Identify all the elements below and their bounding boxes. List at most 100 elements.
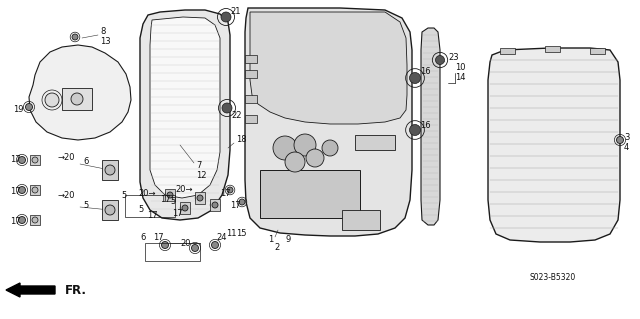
- Text: 3: 3: [624, 133, 629, 143]
- Text: 6: 6: [140, 234, 145, 242]
- Circle shape: [105, 205, 115, 215]
- Circle shape: [182, 205, 188, 211]
- Text: 5: 5: [83, 201, 88, 210]
- Polygon shape: [488, 48, 620, 242]
- Text: →20: →20: [58, 190, 76, 199]
- Circle shape: [19, 187, 26, 194]
- Circle shape: [222, 103, 232, 113]
- Text: 1: 1: [268, 235, 273, 244]
- Bar: [30, 215, 40, 225]
- Polygon shape: [421, 28, 440, 225]
- Circle shape: [167, 192, 173, 198]
- Circle shape: [410, 72, 420, 84]
- Text: 8: 8: [100, 27, 106, 36]
- Bar: [102, 160, 118, 180]
- Text: 15: 15: [236, 228, 246, 238]
- Circle shape: [306, 149, 324, 167]
- Text: 21: 21: [230, 8, 241, 17]
- Circle shape: [239, 199, 245, 205]
- Bar: [165, 189, 175, 201]
- Bar: [210, 199, 220, 211]
- Circle shape: [32, 157, 38, 163]
- Text: 17: 17: [10, 218, 20, 226]
- Bar: [30, 155, 40, 165]
- Text: 17: 17: [172, 209, 182, 218]
- Text: 20→: 20→: [175, 186, 193, 195]
- Text: 19: 19: [13, 106, 24, 115]
- Circle shape: [32, 187, 38, 193]
- Circle shape: [197, 195, 203, 201]
- Text: 2: 2: [274, 243, 279, 253]
- Circle shape: [273, 136, 297, 160]
- Circle shape: [410, 124, 420, 136]
- Circle shape: [285, 152, 305, 172]
- Bar: [195, 192, 205, 204]
- Text: 5: 5: [138, 205, 143, 214]
- Text: 9: 9: [285, 235, 291, 244]
- Bar: [245, 95, 257, 103]
- Circle shape: [435, 56, 445, 64]
- Text: 10: 10: [455, 63, 465, 72]
- Circle shape: [294, 134, 316, 156]
- Bar: [62, 88, 92, 110]
- Circle shape: [227, 187, 233, 193]
- Text: 5: 5: [121, 191, 126, 201]
- Bar: [500, 48, 515, 54]
- Polygon shape: [140, 10, 230, 220]
- Bar: [245, 70, 257, 78]
- Circle shape: [71, 93, 83, 105]
- Text: 18: 18: [236, 136, 246, 145]
- Circle shape: [32, 217, 38, 223]
- Bar: [245, 55, 257, 63]
- Text: 16: 16: [420, 68, 431, 77]
- Text: 17: 17: [220, 189, 230, 197]
- Bar: [30, 185, 40, 195]
- Bar: [590, 48, 605, 54]
- Text: 17: 17: [230, 201, 241, 210]
- Bar: [245, 115, 257, 123]
- Circle shape: [19, 217, 26, 224]
- Text: 22: 22: [231, 110, 241, 120]
- Text: 17: 17: [10, 188, 20, 197]
- Text: 17: 17: [147, 211, 157, 219]
- Text: →20: →20: [58, 153, 76, 162]
- Text: FR.: FR.: [65, 284, 87, 296]
- Text: 12: 12: [196, 170, 207, 180]
- Bar: [180, 202, 190, 214]
- Text: 20: 20: [180, 239, 191, 248]
- Polygon shape: [250, 12, 407, 124]
- Circle shape: [212, 202, 218, 208]
- Circle shape: [221, 12, 231, 22]
- Polygon shape: [29, 45, 131, 140]
- Circle shape: [191, 244, 198, 251]
- Text: 16: 16: [420, 121, 431, 130]
- Polygon shape: [150, 17, 220, 198]
- Text: 17: 17: [10, 155, 20, 165]
- Circle shape: [161, 241, 168, 249]
- Text: 24: 24: [216, 234, 227, 242]
- Bar: [260, 170, 360, 218]
- Text: S023-B5320: S023-B5320: [530, 273, 576, 283]
- Polygon shape: [245, 8, 412, 236]
- Circle shape: [105, 165, 115, 175]
- Circle shape: [45, 93, 59, 107]
- Bar: [545, 46, 560, 52]
- Circle shape: [322, 140, 338, 156]
- Bar: [342, 210, 380, 230]
- Circle shape: [19, 157, 26, 164]
- Text: 13: 13: [100, 36, 111, 46]
- Text: 11: 11: [226, 228, 237, 238]
- Bar: [145, 243, 200, 261]
- Text: 14: 14: [455, 73, 465, 83]
- Bar: [125, 195, 175, 217]
- Text: 20→: 20→: [138, 189, 156, 197]
- Text: 23: 23: [448, 54, 459, 63]
- Circle shape: [616, 137, 623, 144]
- Circle shape: [211, 241, 218, 249]
- Text: 5: 5: [170, 197, 175, 206]
- Bar: [102, 200, 118, 220]
- FancyArrow shape: [6, 283, 55, 297]
- Text: 17: 17: [160, 196, 171, 204]
- Text: 7: 7: [196, 160, 202, 169]
- Circle shape: [26, 103, 33, 110]
